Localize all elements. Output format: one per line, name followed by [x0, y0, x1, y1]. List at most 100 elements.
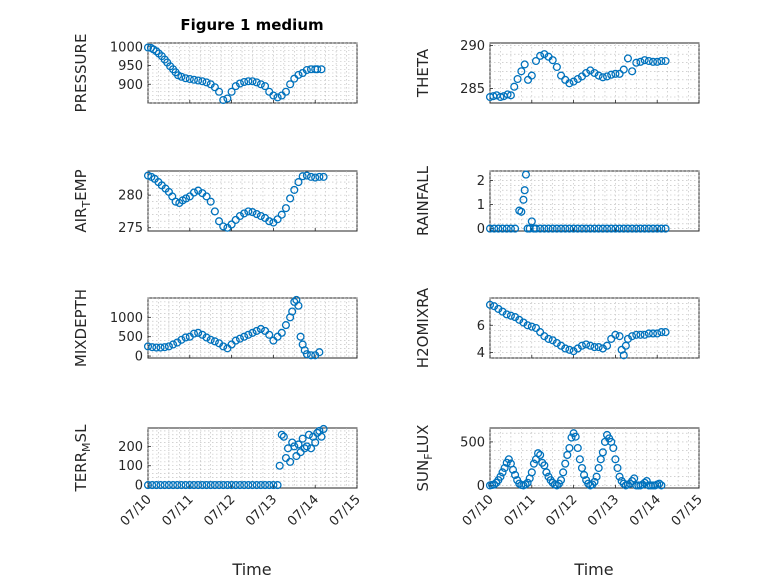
data-point-rainfall	[536, 224, 545, 233]
data-point-h2omixra	[502, 310, 511, 319]
figure-title: Figure 1 medium	[180, 16, 323, 34]
data-point-pressure	[189, 75, 199, 84]
data-point-terr_msl	[269, 481, 278, 490]
data-point-terr_msl	[244, 481, 253, 490]
data-point-h2omixra	[611, 330, 620, 339]
data-point-air_temp	[294, 178, 303, 187]
data-point-sun_flux	[571, 432, 580, 441]
x-axis-label-right: Time	[573, 560, 613, 579]
data-point-pressure	[302, 65, 311, 75]
data-point-sun_flux	[565, 443, 574, 453]
data-point-air_temp	[210, 207, 219, 216]
data-point-h2omixra	[531, 323, 541, 333]
data-point-rainfall	[594, 224, 603, 233]
data-point-terr_msl	[148, 481, 157, 490]
axes-air_temp: 275 280 AIRTEMP	[72, 169, 358, 236]
data-point-rainfall	[569, 224, 578, 233]
data-point-pressure	[177, 72, 186, 81]
data-point-air_temp	[252, 209, 261, 219]
data-point-h2omixra	[644, 329, 653, 338]
ytick-label-theta: 285	[460, 82, 485, 97]
data-point-h2omixra	[640, 330, 649, 339]
data-point-air_temp	[290, 185, 299, 194]
data-point-sun_flux	[594, 463, 603, 473]
data-point-sun_flux	[563, 450, 572, 460]
data-point-sun_flux	[615, 472, 624, 481]
data-point-air_temp	[248, 208, 257, 217]
ytick-label-sun_flux: 500	[460, 435, 485, 450]
data-point-terr_msl	[164, 481, 173, 490]
ytick-label-rainfall: 0	[477, 222, 485, 237]
data-point-mixdepth	[202, 333, 211, 342]
data-point-terr_msl	[317, 432, 326, 441]
data-point-sun_flux	[527, 468, 536, 477]
data-point-h2omixra	[506, 311, 515, 320]
y-axis-label-h2omixra: H2OMIXRA	[414, 287, 432, 368]
data-point-theta	[513, 74, 522, 84]
data-point-air_temp	[281, 204, 290, 213]
data-point-sun_flux	[542, 468, 551, 477]
data-point-terr_msl	[279, 432, 288, 441]
data-point-mixdepth	[277, 328, 286, 337]
data-point-mixdepth	[206, 335, 215, 344]
y-axis-label-pressure: PRESSURE	[72, 34, 90, 113]
data-point-terr_msl	[185, 481, 194, 490]
xtick-label-sun_flux: 07/11	[502, 492, 539, 529]
data-point-theta	[623, 54, 632, 63]
data-point-theta	[632, 58, 641, 67]
xtick-label-sun_flux: 07/10	[460, 492, 497, 529]
data-point-sun_flux	[642, 476, 651, 486]
ytick-label-air_temp: 280	[118, 189, 143, 204]
data-point-terr_msl	[194, 481, 203, 490]
data-point-sun_flux	[596, 455, 605, 464]
data-point-h2omixra	[657, 328, 666, 337]
data-point-terr_msl	[275, 461, 284, 470]
data-point-air_temp	[298, 172, 307, 181]
data-point-h2omixra	[536, 328, 545, 337]
data-point-sun_flux	[630, 474, 639, 483]
data-point-terr_msl	[294, 440, 303, 449]
data-point-h2omixra	[523, 321, 532, 330]
data-point-air_temp	[286, 194, 295, 203]
data-point-pressure	[185, 74, 194, 84]
data-point-theta	[540, 50, 549, 59]
data-point-sun_flux	[573, 443, 582, 453]
data-point-sun_flux	[598, 448, 607, 457]
xtick-label-terr_msl: 07/10	[118, 492, 155, 529]
data-point-mixdepth	[152, 343, 161, 352]
data-point-h2omixra	[565, 345, 574, 354]
data-point-rainfall	[531, 224, 541, 233]
data-point-pressure	[260, 82, 270, 91]
data-point-pressure	[198, 77, 207, 86]
data-point-terr_msl	[198, 481, 207, 490]
data-point-terr_msl	[206, 481, 215, 490]
data-point-sun_flux	[529, 459, 538, 468]
data-point-rainfall	[506, 224, 515, 233]
data-point-terr_msl	[223, 481, 232, 490]
data-point-air_temp	[215, 217, 224, 226]
data-point-pressure	[273, 93, 282, 102]
data-point-terr_msl	[311, 438, 320, 447]
ytick-label-h2omixra: 6	[477, 319, 485, 334]
data-point-terr_msl	[152, 481, 161, 490]
data-point-terr_msl	[306, 444, 316, 453]
data-point-pressure	[215, 87, 224, 96]
xtick-label-sun_flux: 07/13	[585, 492, 622, 529]
data-point-theta	[496, 92, 505, 102]
data-point-pressure	[231, 82, 240, 91]
data-point-rainfall	[573, 224, 582, 233]
data-point-sun_flux	[496, 472, 505, 481]
xtick-label-sun_flux: 07/15	[669, 492, 706, 529]
data-point-pressure	[194, 76, 203, 85]
data-point-rainfall	[565, 224, 574, 233]
data-point-theta	[640, 56, 649, 65]
data-point-air_temp	[244, 207, 253, 216]
data-point-terr_msl	[277, 430, 286, 439]
data-point-sun_flux	[579, 470, 589, 480]
data-point-rainfall	[586, 224, 595, 233]
data-point-terr_msl	[231, 481, 240, 490]
data-point-terr_msl	[298, 434, 307, 443]
data-point-theta	[506, 91, 515, 100]
data-point-rainfall	[552, 224, 561, 233]
data-point-sun_flux	[657, 481, 666, 490]
